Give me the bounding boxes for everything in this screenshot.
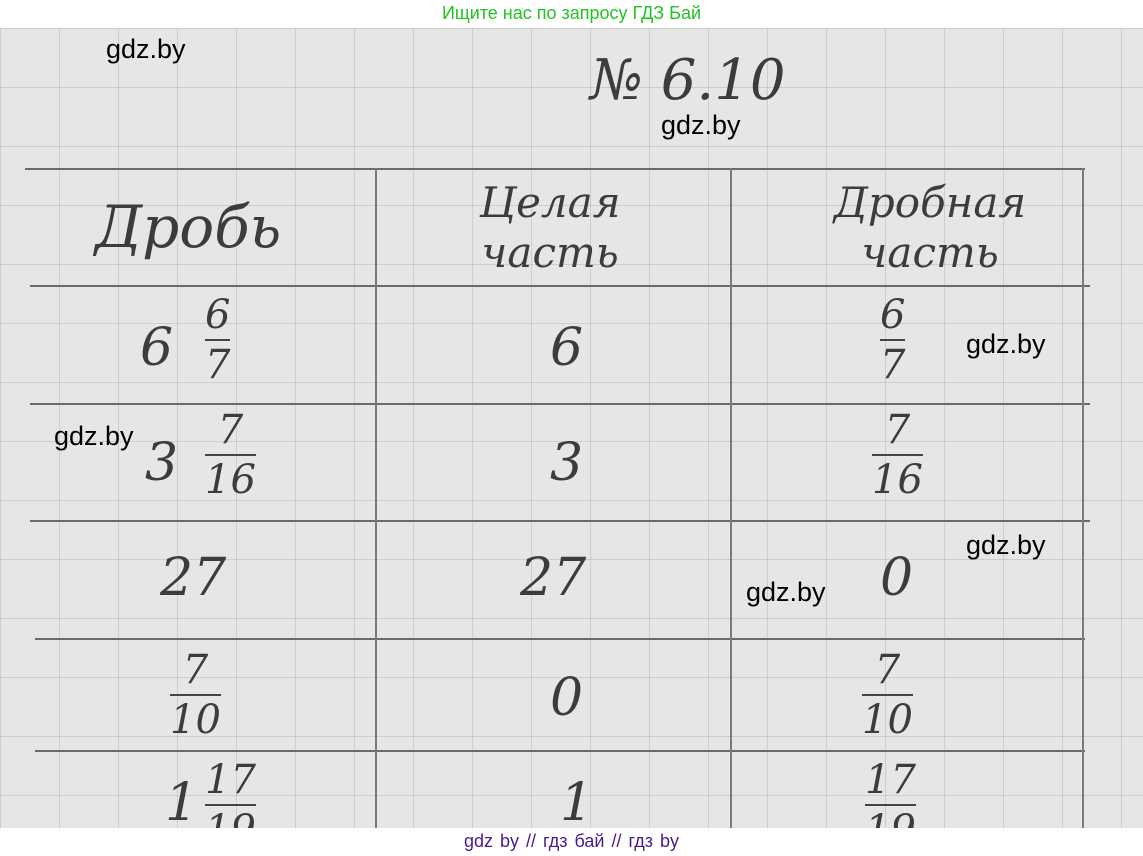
watermark: gdz.by — [746, 577, 826, 607]
integer-part: 0 — [550, 668, 584, 728]
table-line — [730, 168, 732, 828]
denominator: 7 — [205, 342, 231, 388]
header-integer-part: Целая часть — [479, 178, 621, 277]
denominator: 16 — [205, 457, 256, 503]
table-line — [30, 285, 1090, 287]
denominator: 10 — [170, 697, 221, 743]
fraction: 1719 — [205, 758, 256, 828]
table-line — [30, 520, 1090, 522]
table-line — [35, 638, 1085, 640]
fractional-part: 1719 — [865, 758, 916, 828]
top-banner: Ищите нас по запросу ГДЗ Бай — [441, 3, 702, 23]
header-fractional-part: Дробная часть — [833, 178, 1027, 277]
fractional-part: 7 10 — [862, 648, 913, 742]
numerator: 6 — [205, 292, 231, 338]
table-line — [25, 168, 1085, 170]
watermark: gdz.by — [966, 329, 1046, 359]
watermark: gdz.by — [54, 421, 134, 451]
watermark: gdz.by — [966, 530, 1046, 560]
denominator: 19 — [205, 808, 256, 828]
whole-part: 27 — [160, 548, 227, 608]
integer-part: 3 — [550, 433, 584, 493]
denominator: 16 — [872, 457, 923, 503]
integer-part: 1 — [560, 773, 594, 828]
whole-part: 6 — [140, 318, 174, 378]
whole-part: 1 — [165, 773, 199, 828]
watermark: gdz.by — [661, 110, 741, 140]
problem-number: № 6.10 — [590, 48, 786, 113]
fractional-part: 0 — [880, 548, 914, 608]
fractional-part: 7 16 — [872, 408, 923, 502]
denominator: 7 — [880, 342, 906, 388]
watermark: gdz.by — [106, 34, 186, 64]
numerator: 17 — [865, 757, 916, 803]
integer-part: 6 — [550, 318, 584, 378]
numerator: 6 — [880, 292, 906, 338]
table-line — [35, 750, 1085, 752]
denominator: 19 — [865, 808, 916, 828]
bottom-banner: gdz by // гдз бай // гдз by — [463, 831, 680, 851]
denominator: 10 — [862, 697, 913, 743]
numerator: 7 — [874, 647, 901, 693]
homework-photo: № 6.10 Дробь Целая часть Дробная часть 6… — [0, 28, 1143, 828]
numerator: 7 — [182, 647, 209, 693]
fraction: 7 16 — [205, 408, 256, 502]
table-line — [375, 168, 377, 828]
table-line — [1082, 168, 1084, 828]
numerator: 7 — [217, 407, 244, 453]
fraction: 7 10 — [170, 648, 221, 742]
header-fraction: Дробь — [95, 193, 282, 261]
numerator: 17 — [205, 757, 256, 803]
table-line — [30, 403, 1090, 405]
numerator: 7 — [884, 407, 911, 453]
whole-part: 3 — [145, 433, 179, 493]
integer-part: 27 — [520, 548, 587, 608]
